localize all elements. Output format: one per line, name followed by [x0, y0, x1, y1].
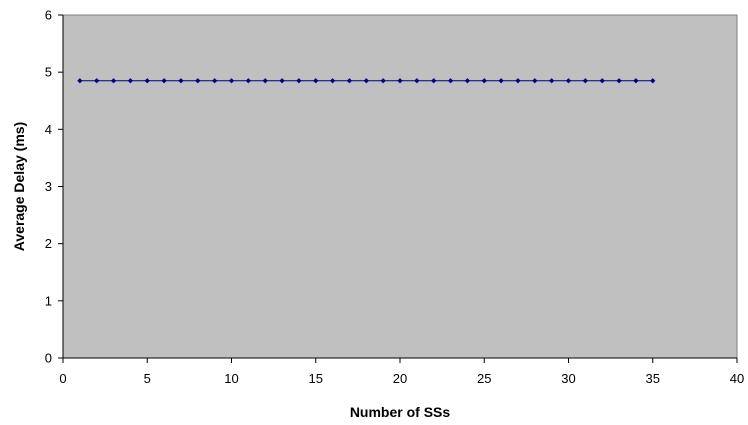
- data-point: [262, 78, 268, 84]
- y-tick-label: 1: [45, 293, 52, 308]
- data-point: [363, 78, 369, 84]
- data-point: [582, 78, 588, 84]
- y-tick-label: 2: [45, 236, 52, 251]
- x-tick-label: 5: [144, 371, 151, 386]
- data-point: [397, 78, 403, 84]
- data-point: [616, 78, 622, 84]
- x-tick-label: 10: [224, 371, 238, 386]
- data-point: [245, 78, 251, 84]
- data-point: [110, 78, 117, 84]
- x-tick-label: 30: [561, 371, 575, 386]
- series-layer: [77, 78, 656, 84]
- x-tick-label: 40: [730, 371, 744, 386]
- data-point: [498, 78, 504, 84]
- data-point: [279, 78, 285, 84]
- data-point: [633, 78, 639, 84]
- x-axis-title: Number of SSs: [350, 404, 451, 420]
- y-tick-label: 5: [45, 65, 52, 80]
- data-point: [346, 78, 353, 84]
- data-point: [161, 78, 167, 84]
- data-point: [414, 78, 420, 84]
- data-point: [94, 78, 100, 84]
- data-point: [532, 78, 538, 84]
- y-tick-label: 3: [45, 179, 52, 194]
- data-point: [599, 78, 605, 84]
- y-tick-label: 0: [45, 351, 52, 366]
- x-tick-label: 15: [309, 371, 323, 386]
- x-tick-label: 35: [646, 371, 660, 386]
- y-axis-title: Average Delay (ms): [11, 122, 27, 251]
- x-tick-label: 20: [393, 371, 407, 386]
- data-point: [195, 78, 201, 84]
- ticks: 0 5 10 15 20 25 30 35 40 0 1 2 3 4 5 6: [45, 8, 744, 387]
- y-tick-label: 6: [45, 8, 52, 23]
- data-point: [228, 78, 235, 84]
- data-point: [481, 78, 487, 84]
- data-point: [431, 78, 437, 84]
- data-point: [565, 78, 572, 84]
- x-tick-label: 0: [59, 371, 66, 386]
- data-point: [212, 78, 218, 84]
- data-point: [178, 78, 184, 84]
- data-point: [549, 78, 555, 84]
- data-point: [296, 78, 302, 84]
- x-tick-label: 25: [477, 371, 491, 386]
- data-point: [650, 78, 656, 84]
- y-tick-label: 4: [45, 122, 52, 137]
- data-point: [127, 78, 133, 84]
- data-point: [515, 78, 521, 84]
- data-point: [464, 78, 470, 84]
- data-point: [330, 78, 336, 84]
- data-point: [447, 78, 454, 84]
- data-point: [144, 78, 150, 84]
- data-point: [380, 78, 386, 84]
- plot-area: [62, 14, 738, 359]
- data-point: [313, 78, 319, 84]
- data-point: [77, 78, 83, 84]
